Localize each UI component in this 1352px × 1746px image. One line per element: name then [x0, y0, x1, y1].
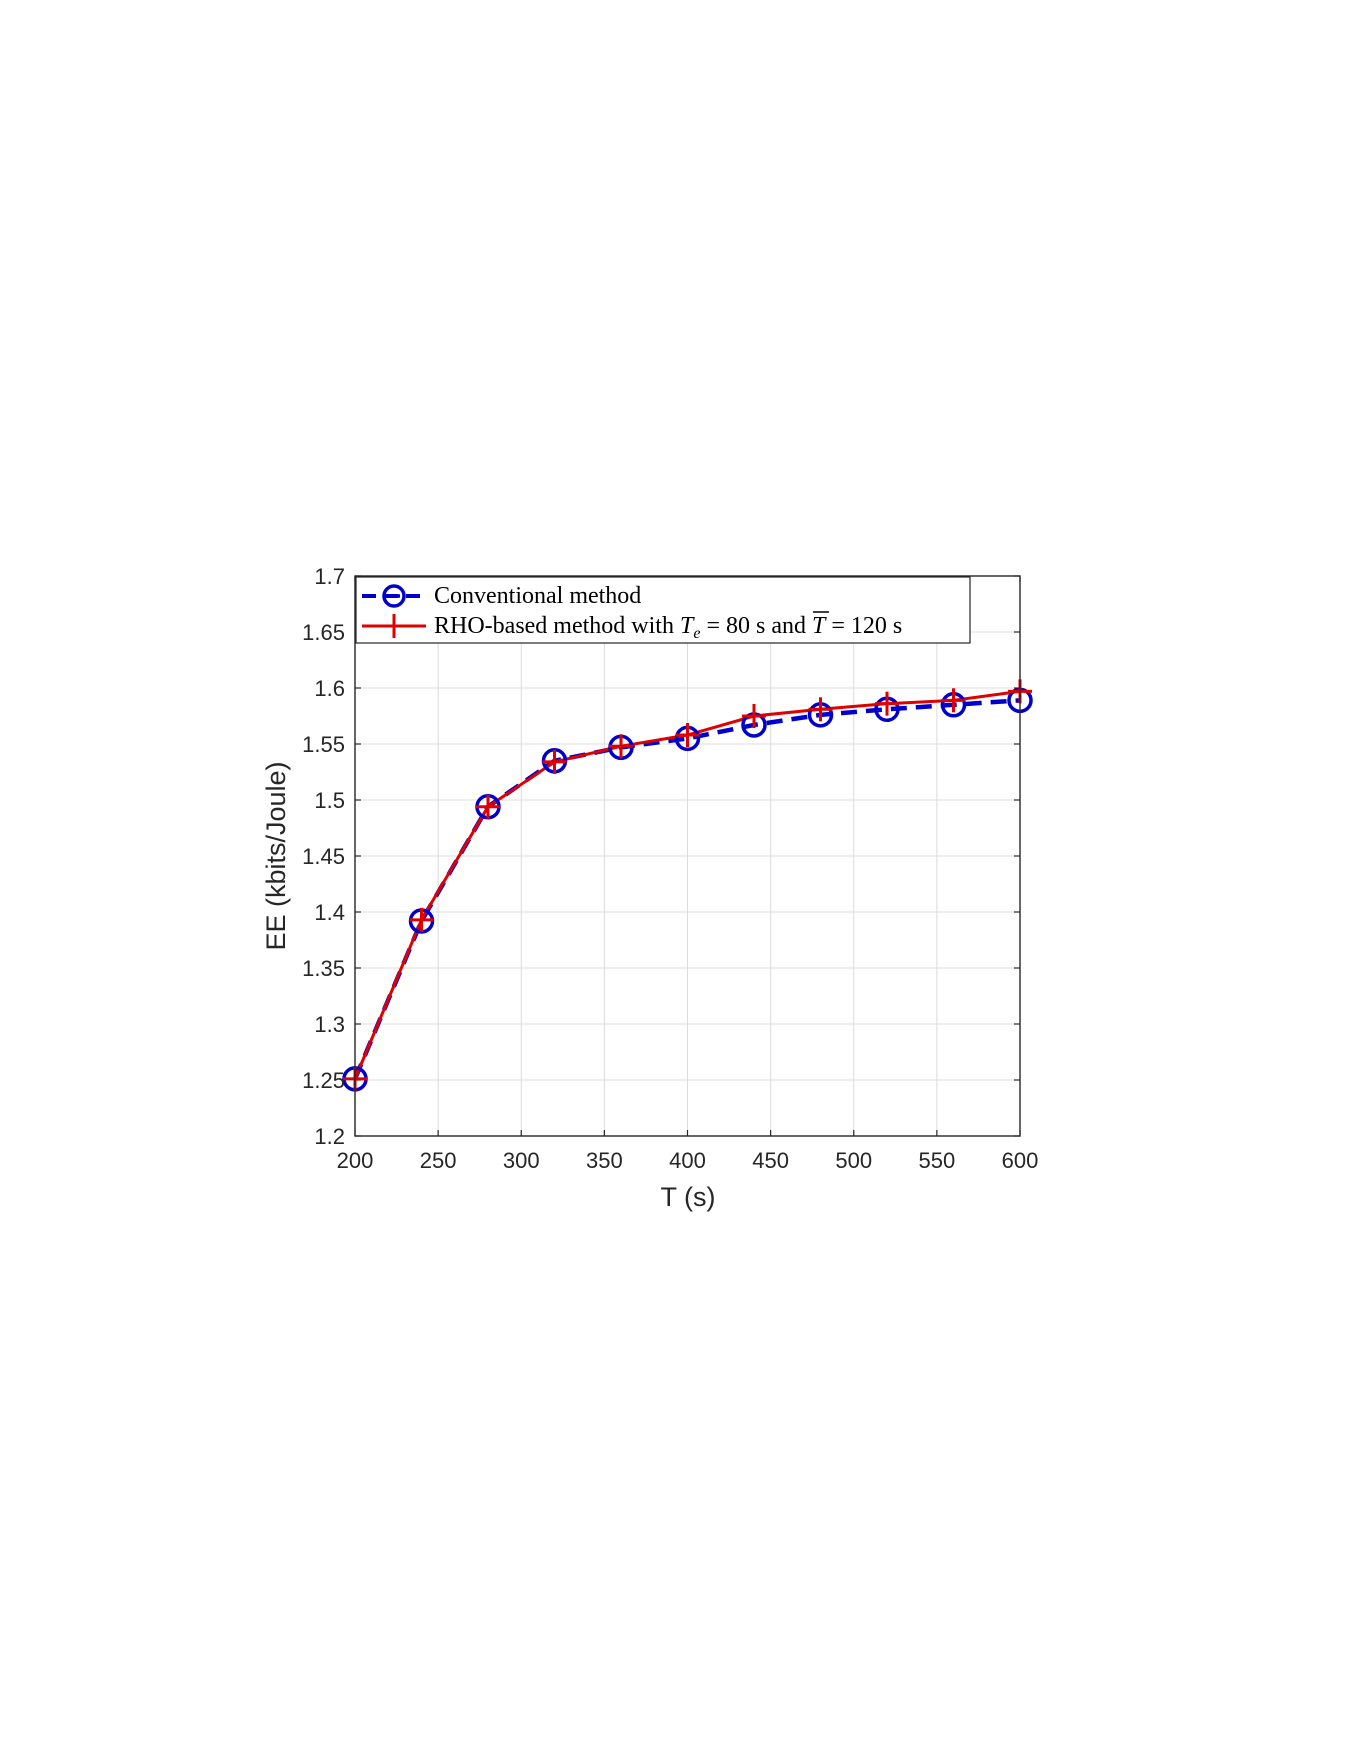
legend-rho-subscript: e	[693, 625, 700, 642]
legend-rho-prefix: RHO-based method with	[434, 613, 680, 639]
y-tick-label: 1.5	[314, 788, 345, 813]
point-rho	[609, 734, 633, 759]
legend-box	[355, 576, 971, 644]
legend-label-rho: RHO-based method with Te = 80 s and T = …	[434, 613, 902, 642]
y-tick-label: 1.35	[302, 956, 345, 981]
x-tick-label: 300	[503, 1148, 540, 1173]
x-tick-label: 500	[835, 1148, 872, 1173]
legend-marker-circle	[382, 584, 406, 608]
point-rho	[476, 794, 500, 819]
plot-frame	[354, 575, 1021, 1137]
legend-entry-rho: RHO-based method with Te = 80 s and T = …	[362, 611, 902, 642]
y-tick-label: 1.6	[314, 676, 345, 701]
x-tick-label: 200	[337, 1148, 374, 1173]
x-tick-label: 450	[752, 1148, 789, 1173]
point-rho	[941, 688, 966, 713]
x-tick-label: 600	[1002, 1148, 1039, 1173]
legend: Conventional method RHO-based method wit…	[355, 576, 971, 644]
legend-rho-suffix: = 120 s	[825, 613, 902, 639]
y-axis-label: EE (kbits/Joule)	[261, 761, 291, 950]
legend-rho-var-te: T	[680, 613, 695, 639]
legend-rho-var-tbar: T	[812, 613, 827, 639]
point-rho	[409, 907, 434, 932]
legend-label-conventional: Conventional method	[434, 583, 641, 609]
y-tick-label: 1.2	[314, 1124, 345, 1149]
x-axis-label: T (s)	[661, 1182, 716, 1212]
x-tick-label: 400	[669, 1148, 706, 1173]
y-tick-labels: 1.2 1.25 1.3 1.35 1.4 1.45 1.5 1.55 1.6 1.65 1.7	[302, 564, 345, 1149]
x-tick-label: 250	[420, 1148, 457, 1173]
y-tick-label: 1.4	[314, 900, 345, 925]
x-tick-label: 550	[919, 1148, 956, 1173]
point-rho	[675, 723, 700, 748]
y-tick-label: 1.3	[314, 1012, 345, 1037]
point-rho	[875, 691, 899, 716]
y-tick-label: 1.25	[302, 1068, 345, 1093]
point-rho	[542, 749, 567, 774]
y-tick-label: 1.55	[302, 732, 345, 757]
point-rho	[808, 697, 833, 722]
legend-rho-mid: = 80 s and	[700, 613, 812, 639]
x-tick-label: 350	[586, 1148, 623, 1173]
point-rho	[742, 704, 766, 728]
y-tick-label: 1.65	[302, 620, 345, 645]
legend-entry-conventional: Conventional method	[362, 583, 641, 609]
y-tick-label: 1.45	[302, 844, 345, 869]
y-tick-label: 1.7	[314, 564, 345, 589]
x-tick-labels: 200 250 300 350 400 450 500 550 600	[337, 1148, 1039, 1173]
